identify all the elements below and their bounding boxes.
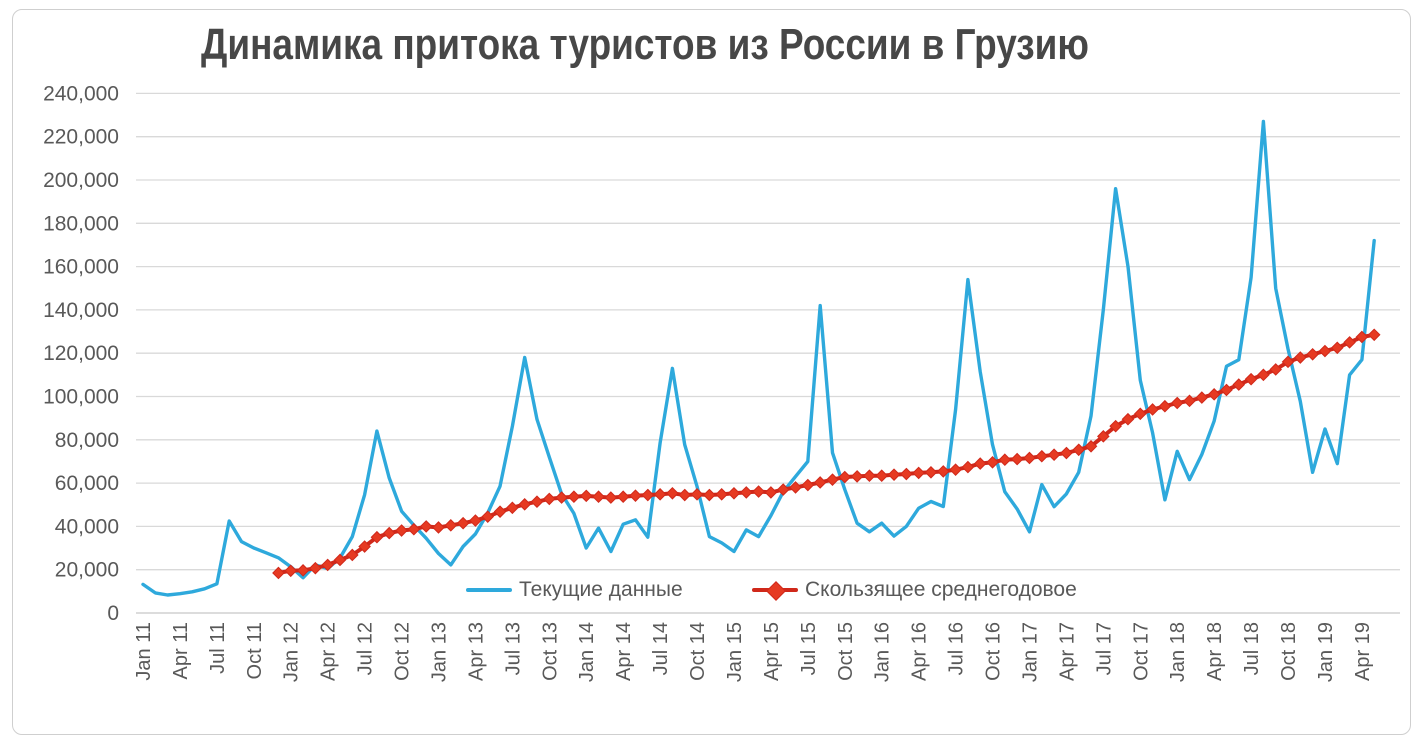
svg-text:Oct 13: Oct 13	[539, 622, 561, 681]
svg-text:Oct 18: Oct 18	[1278, 622, 1300, 681]
svg-text:Apr 16: Apr 16	[909, 622, 931, 681]
x-axis-tick-labels: Jan 11 Apr 11 Jul 11 Oct 11 Jan 12 Apr 12 Jul …	[133, 622, 1374, 682]
svg-text:Oct 15: Oct 15	[835, 622, 857, 681]
y-axis-tick-labels: 0 20,000 40,000 60,000 80,000 100,000 120,000 1…	[43, 82, 119, 625]
svg-text:Jul 16: Jul 16	[946, 622, 968, 675]
svg-text:Jul 17: Jul 17	[1093, 622, 1115, 675]
svg-text:Apr 11: Apr 11	[170, 622, 192, 679]
svg-text:Oct 11: Oct 11	[244, 622, 266, 679]
svg-text:Jan 11: Jan 11	[133, 622, 155, 681]
svg-text:Apr 18: Apr 18	[1204, 622, 1226, 681]
svg-text:Apr 13: Apr 13	[465, 622, 487, 681]
svg-text:Jan 12: Jan 12	[281, 622, 303, 682]
svg-text:0: 0	[107, 602, 119, 625]
svg-text:80,000: 80,000	[55, 429, 119, 452]
svg-text:120,000: 120,000	[43, 342, 119, 365]
svg-text:Jul 11: Jul 11	[207, 622, 229, 674]
svg-text:Jan 19: Jan 19	[1315, 622, 1337, 682]
svg-text:Jul 14: Jul 14	[650, 622, 672, 675]
svg-text:Jul 13: Jul 13	[502, 622, 524, 675]
svg-text:160,000: 160,000	[43, 256, 119, 279]
svg-text:20,000: 20,000	[55, 559, 119, 582]
svg-text:180,000: 180,000	[43, 212, 119, 235]
series-current-data-line	[141, 119, 1376, 597]
chart-title: Динамика притока туристов из России в Гр…	[201, 20, 1089, 69]
svg-text:Jan 14: Jan 14	[576, 622, 598, 682]
svg-text:Jan 13: Jan 13	[428, 622, 450, 682]
svg-text:240,000: 240,000	[43, 82, 119, 105]
svg-text:Oct 17: Oct 17	[1130, 622, 1152, 681]
svg-text:Oct 14: Oct 14	[687, 622, 709, 681]
svg-text:Jan 17: Jan 17	[1019, 622, 1041, 682]
svg-text:Oct 12: Oct 12	[392, 622, 414, 681]
svg-text:60,000: 60,000	[55, 472, 119, 495]
svg-text:40,000: 40,000	[55, 515, 119, 538]
svg-text:Apr 15: Apr 15	[761, 622, 783, 681]
svg-text:220,000: 220,000	[43, 126, 119, 149]
svg-text:200,000: 200,000	[43, 169, 119, 192]
svg-text:Apr 17: Apr 17	[1056, 622, 1078, 681]
svg-text:Jan 16: Jan 16	[872, 622, 894, 682]
svg-text:Oct 16: Oct 16	[983, 622, 1005, 681]
svg-text:100,000: 100,000	[43, 386, 119, 409]
svg-text:Jan 15: Jan 15	[724, 622, 746, 682]
svg-text:Apr 14: Apr 14	[613, 622, 635, 681]
svg-text:Apr 12: Apr 12	[318, 622, 340, 681]
svg-text:Apr 19: Apr 19	[1352, 622, 1374, 681]
gridlines	[136, 92, 1400, 614]
svg-text:Jan 18: Jan 18	[1167, 622, 1189, 682]
svg-text:Jul 18: Jul 18	[1241, 622, 1263, 675]
svg-text:Jul 15: Jul 15	[798, 622, 820, 675]
chart-frame	[12, 9, 1411, 735]
series-moving-average-line	[272, 328, 1381, 580]
svg-text:140,000: 140,000	[43, 299, 119, 322]
svg-text:Jul 12: Jul 12	[355, 622, 377, 675]
